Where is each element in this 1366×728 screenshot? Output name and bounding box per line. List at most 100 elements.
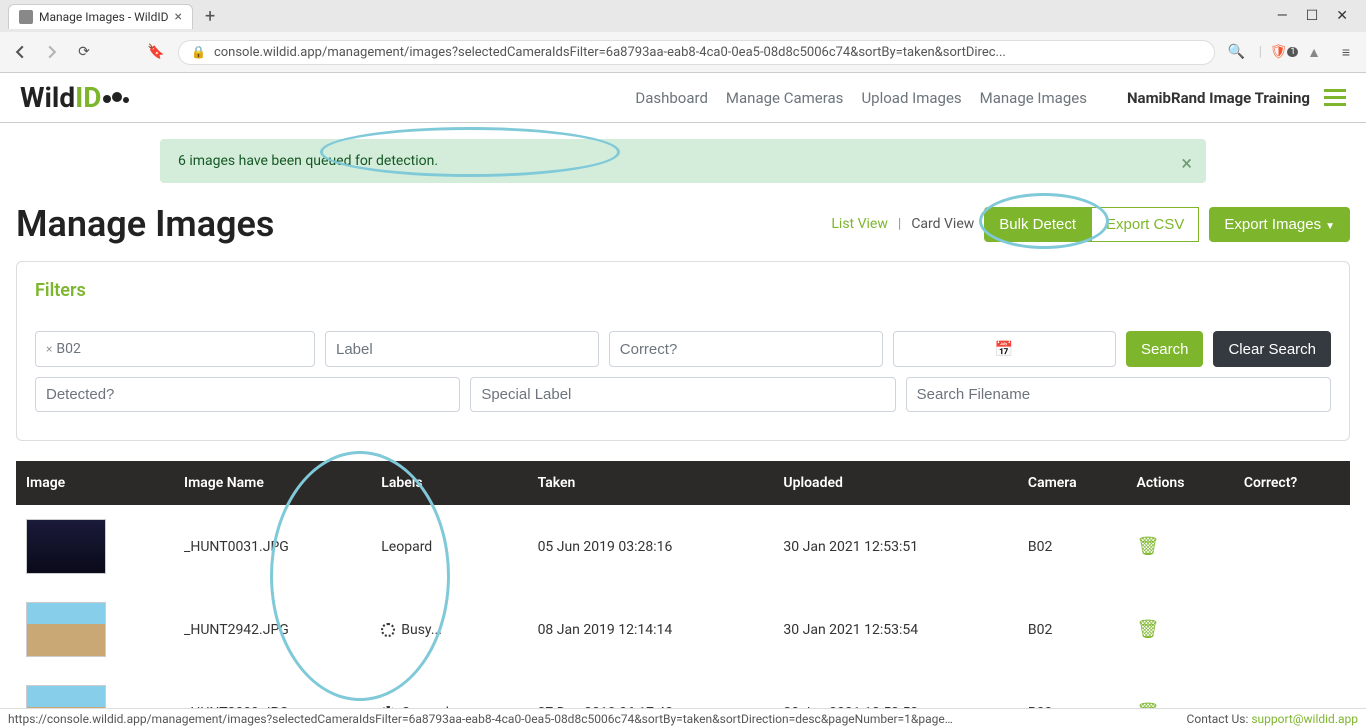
account-name[interactable]: NamibRand Image Training: [1127, 89, 1310, 107]
brave-shield-icon[interactable]: 🛡1: [1274, 42, 1294, 62]
bookmark-icon[interactable]: 🔖: [146, 42, 166, 62]
bulk-detect-button[interactable]: Bulk Detect: [984, 207, 1091, 242]
filename-filter-input[interactable]: [906, 377, 1331, 412]
camera-filter-input[interactable]: ×B02: [35, 331, 315, 367]
alert-close-icon[interactable]: ×: [1181, 151, 1192, 175]
cell-camera: B02: [1018, 588, 1127, 671]
delete-icon[interactable]: 🗑: [1136, 536, 1159, 557]
search-button[interactable]: Search: [1126, 331, 1204, 367]
table-row[interactable]: _HUNT0031.JPG Leopard 05 Jun 2019 03:28:…: [16, 505, 1350, 588]
tab-close-icon[interactable]: ×: [175, 9, 182, 25]
reload-button[interactable]: ⟳: [74, 42, 94, 62]
images-table: Image Image Name Labels Taken Uploaded C…: [16, 461, 1350, 709]
maximize-button[interactable]: ☐: [1306, 8, 1319, 24]
detected-filter-input[interactable]: [35, 377, 460, 412]
special-label-filter-input[interactable]: [470, 377, 895, 412]
cell-label: Busy...: [371, 588, 527, 671]
label-filter-input[interactable]: [325, 331, 599, 367]
filters-title: Filters: [35, 280, 1331, 301]
col-labels[interactable]: Labels: [371, 461, 527, 505]
spinner-icon: [381, 623, 395, 637]
status-url: https://console.wildid.app/management/im…: [8, 712, 953, 726]
export-images-button[interactable]: Export Images▼: [1209, 207, 1350, 242]
col-taken[interactable]: Taken: [528, 461, 774, 505]
forward-button[interactable]: [42, 42, 62, 62]
cell-taken: 08 Jan 2019 12:14:14: [528, 588, 774, 671]
table-row[interactable]: _HUNT2009.JPG Queued... 27 Dec 2018 06:1…: [16, 671, 1350, 709]
tab-title: Manage Images - WildID: [39, 10, 169, 24]
tag-remove-icon[interactable]: ×: [46, 342, 52, 356]
table-row[interactable]: _HUNT2942.JPG Busy... 08 Jan 2019 12:14:…: [16, 588, 1350, 671]
clear-search-button[interactable]: Clear Search: [1213, 331, 1331, 367]
contact-us: Contact Us: support@wildid.app: [1187, 712, 1358, 726]
menu-button[interactable]: ≡: [1336, 42, 1356, 62]
table-container: Image Image Name Labels Taken Uploaded C…: [0, 461, 1366, 709]
back-button[interactable]: [10, 42, 30, 62]
date-filter-input[interactable]: 📅: [893, 331, 1116, 367]
delete-icon[interactable]: 🗑: [1136, 619, 1159, 640]
page-title: Manage Images: [16, 203, 274, 245]
address-bar: ⟳ 🔖 🔒 console.wildid.app/management/imag…: [0, 32, 1366, 72]
col-image: Image: [16, 461, 174, 505]
col-actions: Actions: [1126, 461, 1233, 505]
col-camera[interactable]: Camera: [1018, 461, 1127, 505]
annotation-ellipse: [320, 127, 620, 177]
close-window-button[interactable]: ✕: [1336, 8, 1348, 24]
correct-filter-input[interactable]: [609, 331, 883, 367]
new-tab-button[interactable]: +: [197, 6, 223, 27]
status-bar: https://console.wildid.app/management/im…: [0, 708, 1366, 728]
col-uploaded[interactable]: Uploaded: [773, 461, 1018, 505]
alert-banner: 6 images have been queued for detection.…: [160, 139, 1206, 183]
cell-name: _HUNT2942.JPG: [174, 588, 371, 671]
export-csv-button[interactable]: Export CSV: [1091, 207, 1199, 242]
caret-down-icon: ▼: [1325, 221, 1335, 232]
url-input[interactable]: 🔒 console.wildid.app/management/images?s…: [178, 40, 1215, 65]
card-view-link[interactable]: Card View: [911, 216, 974, 232]
logo[interactable]: WildID: [20, 81, 131, 114]
title-row: Manage Images List View | Card View Bulk…: [0, 203, 1366, 261]
tab-bar: Manage Images - WildID × + — ☐ ✕: [0, 0, 1366, 32]
image-thumbnail[interactable]: [26, 685, 106, 709]
minimize-button[interactable]: —: [1277, 8, 1288, 24]
site-header: WildID Dashboard Manage Cameras Upload I…: [0, 73, 1366, 123]
cell-uploaded: 30 Jan 2021 12:53:53: [773, 671, 1018, 709]
table-header-row: Image Image Name Labels Taken Uploaded C…: [16, 461, 1350, 505]
list-view-link[interactable]: List View: [831, 216, 888, 232]
window-controls: — ☐ ✕: [1277, 8, 1358, 24]
extension-icon[interactable]: ▲: [1304, 42, 1324, 62]
logo-animals-icon: [101, 81, 131, 105]
view-controls: List View | Card View Bulk Detect Export…: [831, 207, 1350, 242]
image-thumbnail[interactable]: [26, 519, 106, 574]
cell-name: _HUNT2009.JPG: [174, 671, 371, 709]
cell-camera: B02: [1018, 505, 1127, 588]
extension-icons: 🛡1 ▲: [1274, 42, 1324, 62]
cell-label: Leopard: [371, 505, 527, 588]
cell-taken: 27 Dec 2018 06:17:42: [528, 671, 774, 709]
cell-camera: B02: [1018, 671, 1127, 709]
nav-upload-images[interactable]: Upload Images: [861, 89, 961, 107]
alert-text: 6 images have been queued for detection.: [178, 153, 438, 169]
zoom-icon[interactable]: 🔍: [1227, 42, 1247, 62]
main-nav: Dashboard Manage Cameras Upload Images M…: [635, 89, 1087, 107]
cell-correct: [1234, 671, 1350, 709]
cell-taken: 05 Jun 2019 03:28:16: [528, 505, 774, 588]
nav-dashboard[interactable]: Dashboard: [635, 89, 708, 107]
lock-icon: 🔒: [191, 45, 206, 59]
cell-label: Queued...: [371, 671, 527, 709]
browser-tab[interactable]: Manage Images - WildID ×: [8, 4, 193, 29]
image-thumbnail[interactable]: [26, 602, 106, 657]
cell-name: _HUNT0031.JPG: [174, 505, 371, 588]
cell-uploaded: 30 Jan 2021 12:53:51: [773, 505, 1018, 588]
nav-manage-images[interactable]: Manage Images: [980, 89, 1087, 107]
filter-tag: ×B02: [46, 341, 81, 357]
hamburger-menu[interactable]: [1324, 89, 1346, 106]
cell-uploaded: 30 Jan 2021 12:53:54: [773, 588, 1018, 671]
filters-card: Filters ×B02 📅 Search Clear Search: [16, 261, 1350, 441]
cell-correct: [1234, 588, 1350, 671]
contact-email[interactable]: support@wildid.app: [1251, 712, 1358, 726]
nav-manage-cameras[interactable]: Manage Cameras: [726, 89, 844, 107]
col-correct: Correct?: [1234, 461, 1350, 505]
col-name[interactable]: Image Name: [174, 461, 371, 505]
calendar-icon: 📅: [995, 340, 1014, 358]
favicon: [19, 10, 33, 24]
